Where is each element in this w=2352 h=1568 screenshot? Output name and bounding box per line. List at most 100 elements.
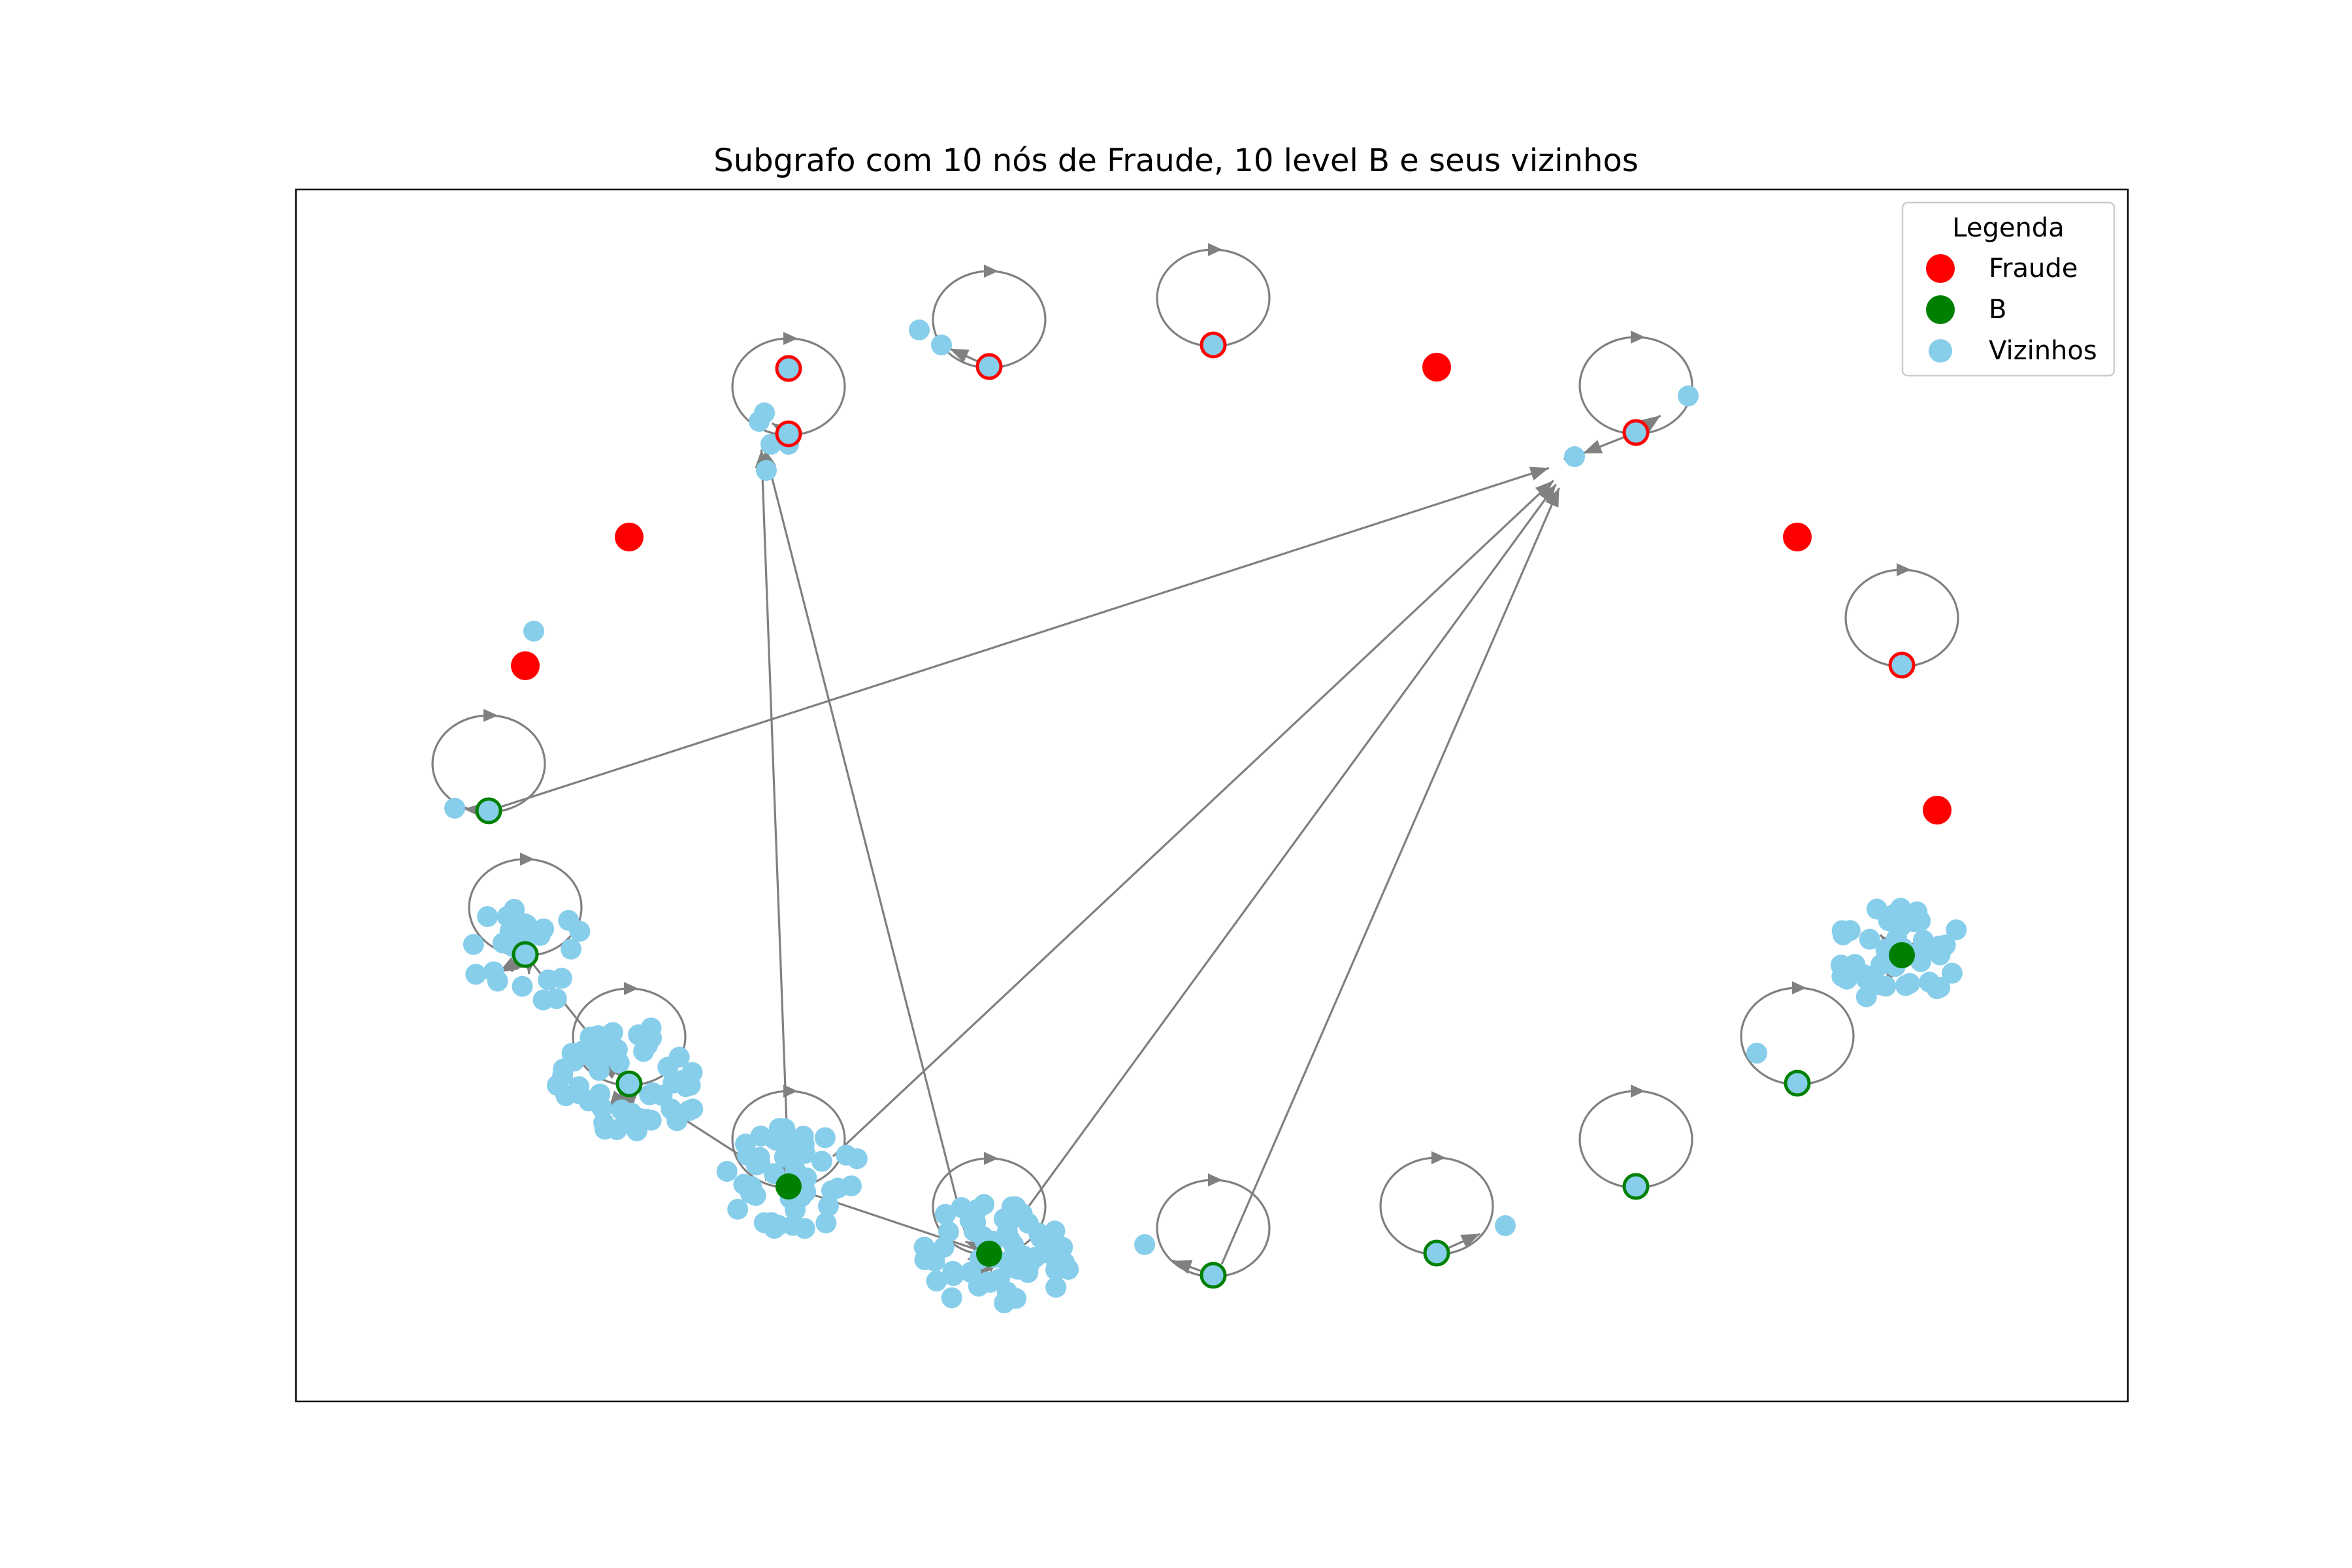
- v-node-c3-55: [913, 1236, 935, 1258]
- v-node-s6: [756, 460, 777, 481]
- v-node-c1-38: [591, 1098, 613, 1119]
- b-node-0: [475, 797, 502, 825]
- fraude-node-8: [511, 651, 540, 680]
- legend: Legenda Fraude B Vizinhos: [1901, 201, 2115, 377]
- v-node-c0-25: [504, 913, 526, 935]
- legend-label-fraude: Fraude: [1989, 253, 2078, 284]
- v-node-c3-43: [1045, 1259, 1067, 1281]
- b-node-8: [1784, 1070, 1811, 1097]
- v-node-c0-22: [463, 934, 484, 955]
- v-node-c0-18: [561, 938, 582, 960]
- v-node-c3-52: [942, 1260, 964, 1282]
- self-loop-arrow-0: [783, 332, 798, 345]
- v-node-c1-42: [552, 1065, 574, 1086]
- v-node-s1: [931, 335, 952, 355]
- self-loop-arrow-8: [783, 1085, 798, 1098]
- v-node-s12: [1495, 1215, 1516, 1236]
- fraude-node-3: [1622, 419, 1650, 446]
- v-node-c3-14: [1045, 1277, 1067, 1298]
- self-loop-arrow-2: [1208, 243, 1222, 256]
- b-node-1: [512, 941, 539, 968]
- chain-edge-2: [788, 1185, 990, 1255]
- graph-title: Subgrafo com 10 nós de Fraude, 10 level …: [713, 142, 1639, 179]
- b-node-3: [776, 1173, 802, 1200]
- legend-label-b: B: [1989, 295, 2006, 325]
- v-node-c1-47: [583, 1049, 605, 1070]
- v-node-c3-57: [1019, 1254, 1040, 1275]
- v-node-s3: [749, 411, 770, 432]
- edge-1: [760, 449, 790, 1177]
- v-node-c0-8: [532, 989, 554, 1011]
- v-node-c3-56: [996, 1221, 1018, 1243]
- v-node-c1-25: [662, 1072, 684, 1094]
- edge-arrow-0: [1529, 466, 1549, 481]
- v-node-c3-44: [965, 1211, 987, 1233]
- v-node-c4-42: [1910, 951, 1932, 972]
- v-node-c2-34: [792, 1126, 814, 1147]
- v-node-c3-47: [1011, 1203, 1033, 1224]
- v-node-c2-42: [735, 1134, 757, 1155]
- v-node-c1-41: [681, 1062, 703, 1083]
- cluster-arrow-3-1: [977, 1258, 996, 1277]
- self-loop-arrow-12: [1631, 1085, 1645, 1098]
- v-node-c1-51: [606, 1039, 628, 1060]
- v-node-c1-53: [657, 1056, 679, 1078]
- v-node-c3-17: [973, 1194, 995, 1215]
- edge-arrow-3: [1535, 480, 1554, 498]
- v-node-s8: [1678, 385, 1699, 406]
- fraude-node-extra: [775, 420, 802, 448]
- fraude-node-5: [1422, 353, 1451, 382]
- edge-arrow-102: [1641, 415, 1661, 432]
- fraude-node-0: [775, 355, 802, 382]
- self-loop-arrow-5: [483, 709, 498, 722]
- v-node-c4-43: [1855, 986, 1877, 1007]
- v-node-c1-52: [630, 1108, 651, 1130]
- v-node-c3-28: [934, 1203, 956, 1225]
- v-node-c2-26: [840, 1175, 862, 1197]
- nodes-layer: [444, 319, 1967, 1314]
- self-loop-arrow-10: [1208, 1173, 1222, 1186]
- v-node-c0-16: [538, 969, 559, 990]
- edge-3: [832, 480, 1554, 1158]
- self-loop-arrow-3: [1631, 331, 1645, 344]
- b-node-5: [1200, 1262, 1227, 1289]
- v-node-c4-34: [1929, 944, 1951, 966]
- v-node-c2-36: [814, 1127, 836, 1149]
- v-node-s13: [1746, 1043, 1767, 1064]
- v-node-c3-36: [938, 1221, 959, 1243]
- v-node-c4-15: [1926, 978, 1948, 1000]
- v-node-c4-9: [1946, 919, 1967, 941]
- v-node-s0: [909, 319, 930, 340]
- edge-arrow-106: [1460, 1233, 1480, 1249]
- legend-box: [1901, 201, 2115, 377]
- v-node-c0-13: [569, 921, 591, 942]
- v-node-c4-41: [1862, 965, 1884, 987]
- v-node-c0-20: [465, 964, 487, 985]
- v-node-c1-49: [639, 1084, 661, 1105]
- self-loop-arrow-6: [520, 853, 534, 866]
- v-node-c2-37: [786, 1144, 808, 1166]
- v-node-c2-39: [785, 1199, 806, 1220]
- edge-arrow-5: [1545, 487, 1560, 508]
- b-node-9: [1889, 942, 1915, 968]
- fraude-node-2: [1200, 331, 1227, 359]
- b-node-4: [976, 1241, 1002, 1267]
- v-node-c1-33: [580, 1026, 601, 1048]
- v-node-c3-58: [1044, 1220, 1066, 1242]
- v-node-c0-17: [487, 970, 508, 992]
- edge-5: [1220, 487, 1560, 1265]
- legend-marker-vizinhos: [1929, 339, 1952, 363]
- self-loop-arrow-1: [984, 265, 998, 278]
- legend-title: Legenda: [1952, 213, 2064, 243]
- edge-arrow-101: [1583, 440, 1603, 453]
- v-node-c1-54: [678, 1100, 700, 1122]
- legend-marker-fraude: [1926, 254, 1955, 283]
- legend-label-vizinhos: Vizinhos: [1989, 336, 2097, 366]
- v-node-c3-59: [941, 1287, 962, 1309]
- v-node-c4-44: [1831, 920, 1853, 941]
- v-node-c0-21: [533, 918, 555, 939]
- v-node-c3-51: [968, 1275, 989, 1297]
- self-loop-arrow-9: [984, 1152, 998, 1165]
- v-node-s7: [1564, 446, 1585, 467]
